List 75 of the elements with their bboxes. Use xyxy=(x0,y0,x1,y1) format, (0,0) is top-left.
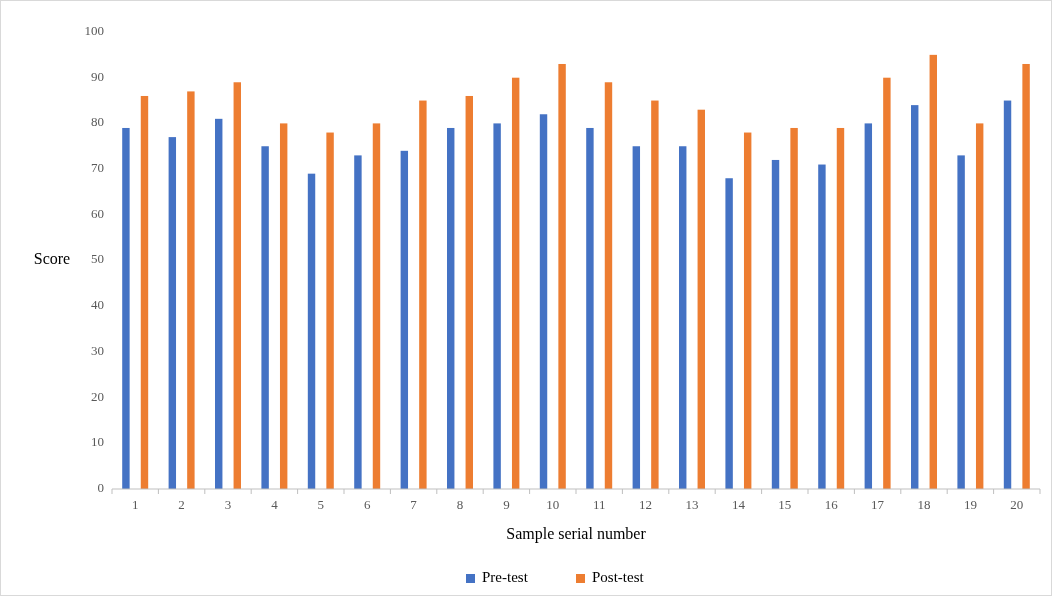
x-tick-label: 9 xyxy=(503,497,510,512)
y-tick-label: 40 xyxy=(91,297,104,313)
bar xyxy=(233,82,241,489)
legend-label: Post-test xyxy=(592,569,645,586)
x-tick-label: 1 xyxy=(131,497,139,512)
bar xyxy=(818,164,826,489)
y-tick-label: 80 xyxy=(91,114,104,130)
y-tick-label: 100 xyxy=(84,22,104,38)
bar xyxy=(326,132,334,489)
x-tick-label: 15 xyxy=(778,497,792,512)
bar xyxy=(1003,100,1012,489)
x-tick-label: 5 xyxy=(317,497,325,512)
bar xyxy=(465,95,473,489)
bar xyxy=(447,127,455,489)
y-tick-label: 90 xyxy=(91,68,104,84)
y-tick-label: 10 xyxy=(91,434,104,450)
x-tick-label: 3 xyxy=(224,497,232,512)
bar xyxy=(1022,63,1030,489)
x-tick-label: 8 xyxy=(456,497,464,512)
legend-label: Pre-test xyxy=(482,569,529,586)
x-tick-label: 16 xyxy=(824,497,839,512)
bar xyxy=(864,123,873,489)
bar xyxy=(400,150,409,489)
bar xyxy=(558,63,566,489)
x-tick-label: 12 xyxy=(639,497,653,512)
bar xyxy=(697,109,705,489)
bar xyxy=(790,127,798,489)
bar xyxy=(354,155,362,489)
bar xyxy=(679,146,687,489)
y-tick-label: 70 xyxy=(91,160,104,176)
x-tick-label: 10 xyxy=(546,497,560,512)
bar xyxy=(883,77,891,489)
bar xyxy=(279,123,288,489)
bar xyxy=(929,54,937,489)
y-tick-label: 50 xyxy=(91,251,104,267)
bar xyxy=(604,82,613,489)
x-tick-label: 4 xyxy=(271,497,279,512)
bar xyxy=(957,155,965,489)
bar xyxy=(215,118,223,489)
y-axis-title: Score xyxy=(33,250,71,268)
y-tick-label: 0 xyxy=(97,479,104,495)
x-axis-title: Sample serial number xyxy=(506,525,647,543)
bar xyxy=(140,95,149,489)
bar xyxy=(261,146,269,489)
bar xyxy=(419,100,427,489)
x-tick-label: 17 xyxy=(871,497,885,512)
bar xyxy=(651,100,659,489)
x-tick-label: 13 xyxy=(685,497,699,512)
x-tick-label: 18 xyxy=(917,497,931,512)
bar xyxy=(122,127,130,489)
bar xyxy=(372,123,381,489)
x-tick-label: 7 xyxy=(410,497,418,512)
x-tick-label: 14 xyxy=(731,497,746,512)
bar xyxy=(168,137,177,489)
bar xyxy=(975,123,984,489)
y-tick-label: 60 xyxy=(91,205,104,221)
x-tick-label: 19 xyxy=(963,497,977,512)
bar xyxy=(743,132,752,489)
x-tick-label: 6 xyxy=(363,497,371,512)
bar xyxy=(725,178,733,489)
bar xyxy=(539,114,548,489)
x-tick-label: 20 xyxy=(1010,497,1024,512)
bar xyxy=(586,127,594,489)
bar xyxy=(771,159,780,489)
bar xyxy=(911,105,919,489)
x-tick-label: 2 xyxy=(178,497,185,512)
y-tick-label: 20 xyxy=(91,388,104,404)
x-tick-label: 11 xyxy=(592,497,606,512)
bar xyxy=(632,146,641,489)
bar xyxy=(307,173,316,489)
bar xyxy=(493,123,501,489)
bar xyxy=(836,127,845,489)
y-tick-label: 30 xyxy=(91,342,104,358)
bar xyxy=(511,77,520,489)
bar xyxy=(187,91,195,489)
